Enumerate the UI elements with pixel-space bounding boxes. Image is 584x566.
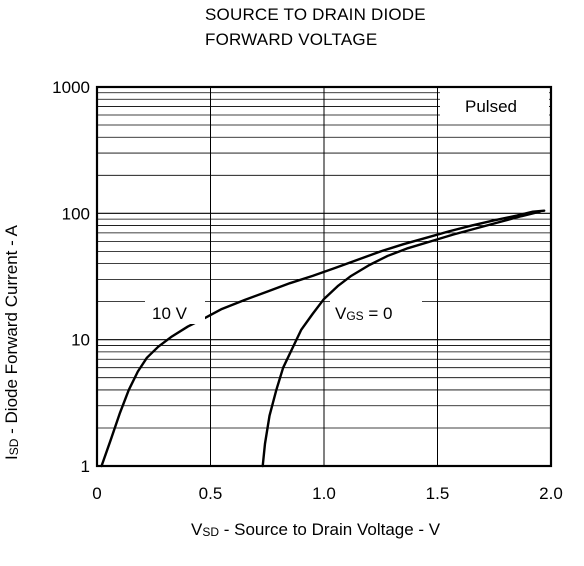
series-line-0 — [100, 209, 546, 468]
label-vgs-rest: = 0 — [364, 304, 393, 323]
y-tick-label-3: 1000 — [52, 78, 90, 97]
x-axis-label-rest: - Source to Drain Voltage - V — [219, 520, 441, 539]
x-tick-label-0: 0 — [92, 484, 101, 503]
label-vgs-sub: GS — [346, 309, 363, 323]
x-tick-label-1: 0.5 — [199, 484, 223, 503]
y-tick-label-1: 10 — [71, 331, 90, 350]
pulsed-box — [440, 89, 549, 122]
label-vgs-main: V — [335, 304, 347, 323]
tick-labels: 0 0.5 1.0 1.5 2.0 1 10 100 1000 — [52, 78, 563, 503]
label-10v-bg — [145, 298, 205, 324]
y-axis-label-rest: - Diode Forward Current - A — [2, 224, 21, 438]
chart-title-line-2: FORWARD VOLTAGE — [205, 30, 378, 49]
y-tick-label-2: 100 — [62, 204, 90, 223]
label-vgs: VGS = 0 — [335, 304, 393, 323]
x-tick-label-3: 1.5 — [426, 484, 450, 503]
y-axis-label: ISD - Diode Forward Current - A — [2, 224, 21, 460]
x-tick-label-4: 2.0 — [539, 484, 563, 503]
grid-lines — [97, 87, 551, 466]
series-line-1 — [261, 210, 541, 468]
y-axis-label-sub: SD — [7, 438, 21, 455]
x-axis-label: VSD - Source to Drain Voltage - V — [191, 520, 441, 539]
pulsed-label: Pulsed — [465, 97, 517, 116]
y-axis-label-main: I — [2, 455, 21, 460]
label-10v: 10 V — [152, 304, 188, 323]
x-axis-label-sub: SD — [202, 525, 219, 539]
label-vgs-bg — [330, 298, 422, 324]
x-axis-label-main: V — [191, 520, 203, 539]
curves — [100, 209, 546, 468]
plot-frame — [95, 85, 553, 468]
x-tick-label-2: 1.0 — [312, 484, 336, 503]
chart-title-line-1: SOURCE TO DRAIN DIODE — [205, 5, 426, 24]
y-tick-label-0: 1 — [81, 457, 90, 476]
